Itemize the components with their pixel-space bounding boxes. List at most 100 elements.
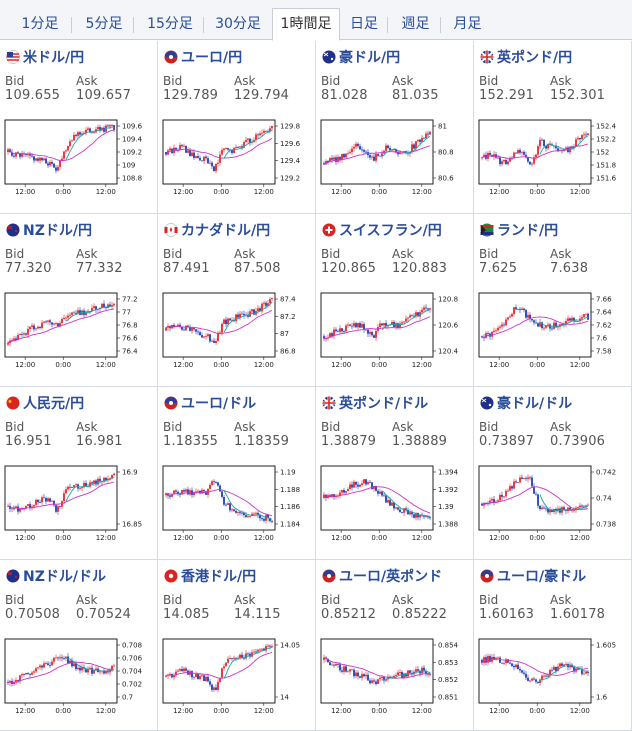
- pair-name-link[interactable]: 英ポンド/ドル: [339, 396, 429, 412]
- candle-body: [427, 133, 429, 135]
- candle-body: [367, 482, 369, 485]
- pair-name-link[interactable]: 豪ドル/ドル: [497, 396, 573, 412]
- pair-title[interactable]: 英ポンド/ドル: [321, 393, 428, 413]
- candle-body: [33, 325, 35, 330]
- mini-candlestick-chart[interactable]: 1.605 1.6 12:00 0:00 12:00: [478, 637, 628, 721]
- candle-body: [381, 676, 383, 678]
- rate-panel[interactable]: ランド/円 Bid Ask 7.625 7.638 7.66 7.64 7.62 7.…: [474, 214, 632, 387]
- rate-panel[interactable]: 人民元/円 Bid Ask 16.951 16.981 16.9 16.85 12:…: [0, 387, 158, 560]
- pair-name-link[interactable]: 人民元/円: [23, 396, 85, 412]
- candle-body: [35, 328, 37, 330]
- candle-body: [211, 340, 213, 342]
- candle-body: [249, 515, 251, 517]
- candle-body: [41, 322, 43, 328]
- pair-name-link[interactable]: カナダドル/円: [181, 223, 271, 239]
- rate-panel[interactable]: 英ポンド/ドル Bid Ask 1.38879 1.38889 1.394 1.3…: [316, 387, 474, 560]
- pair-title[interactable]: スイスフラン/円: [321, 220, 442, 240]
- rate-panel[interactable]: ユーロ/豪ドル Bid Ask 1.60163 1.60178 1.605 1.6…: [474, 560, 632, 731]
- rate-panel[interactable]: 香港ドル/円 Bid Ask 14.085 14.115 14.05 14 12:0…: [158, 560, 316, 731]
- pair-title[interactable]: NZドル/ドル: [5, 566, 106, 586]
- pair-name-link[interactable]: ユーロ/豪ドル: [497, 569, 587, 585]
- tab-4[interactable]: 30分足: [215, 16, 261, 32]
- rate-panel[interactable]: NZドル/円 Bid Ask 77.320 77.332 77.2 77 76.8 7…: [0, 214, 158, 387]
- pair-title[interactable]: カナダドル/円: [163, 220, 270, 240]
- pair-name-link[interactable]: スイスフラン/円: [339, 223, 442, 239]
- pair-title[interactable]: ユーロ/円: [163, 47, 242, 67]
- ask-label: Ask: [234, 420, 256, 434]
- pair-title[interactable]: 米ドル/円: [5, 47, 84, 67]
- rate-panel[interactable]: ユーロ/円 Bid Ask 129.789 129.794 129.8 129.6…: [158, 41, 316, 214]
- candle-body: [271, 298, 273, 300]
- tab-5[interactable]: 1時間足: [272, 8, 340, 41]
- pair-title[interactable]: 豪ドル/ドル: [479, 393, 572, 413]
- pair-title[interactable]: 豪ドル/円: [321, 47, 400, 67]
- pair-name-link[interactable]: ランド/円: [497, 223, 559, 239]
- rate-panel[interactable]: ユーロ/ドル Bid Ask 1.18355 1.18359 1.19 1.188…: [158, 387, 316, 560]
- x-tick-label: 12:00: [489, 534, 509, 542]
- pair-name-link[interactable]: ユーロ/ドル: [181, 396, 257, 412]
- pair-title[interactable]: ランド/円: [479, 220, 558, 240]
- tab-6[interactable]: 日足: [340, 9, 388, 40]
- pair-name-link[interactable]: NZドル/円: [23, 223, 92, 239]
- candle-body: [69, 314, 71, 316]
- pair-name-link[interactable]: 英ポンド/円: [497, 50, 573, 66]
- pair-title[interactable]: 香港ドル/円: [163, 566, 256, 586]
- mini-candlestick-chart[interactable]: 0.854 0.853 0.852 0.851 12:00 0:00 12:00: [320, 637, 470, 721]
- pair-name-link[interactable]: ユーロ/英ポンド: [339, 569, 443, 585]
- mini-candlestick-chart[interactable]: 14.05 14 12:00 0:00 12:00: [162, 637, 312, 721]
- mini-candlestick-chart[interactable]: 16.9 16.85 12:00 0:00 12:00: [4, 464, 154, 548]
- rate-panel[interactable]: 米ドル/円 Bid Ask 109.655 109.657 109.6 109.4…: [0, 41, 158, 214]
- mini-candlestick-chart[interactable]: 129.8 129.6 129.4 129.2 12:00 0:00 12:00: [162, 118, 312, 202]
- x-tick-label: 12:00: [173, 188, 193, 196]
- mini-candlestick-chart[interactable]: 81 80.8 80.6 12:00 0:00 12:00: [320, 118, 470, 202]
- pair-title[interactable]: ユーロ/豪ドル: [479, 566, 586, 586]
- mini-candlestick-chart[interactable]: 0.708 0.706 0.704 0.702 0.7 12:00 0:00 12:00: [4, 637, 154, 721]
- candle-body: [57, 506, 59, 512]
- pair-name-link[interactable]: 香港ドル/円: [181, 569, 257, 585]
- candle-body: [537, 494, 539, 506]
- pair-title[interactable]: ユーロ/英ポンド: [321, 566, 442, 586]
- tab-3[interactable]: 15分足: [136, 9, 204, 40]
- rate-panel[interactable]: NZドル/ドル Bid Ask 0.70508 0.70524 0.708 0.7…: [0, 560, 158, 731]
- mini-candlestick-chart[interactable]: 109.6 109.4 109.2 109 108.8 12:00 0:00 12:00: [4, 118, 154, 202]
- mini-candlestick-chart[interactable]: 7.66 7.64 7.62 7.6 7.58 12:00 0:00 12:00: [478, 291, 628, 375]
- pair-title[interactable]: 人民元/円: [5, 393, 84, 413]
- rate-panel[interactable]: カナダドル/円 Bid Ask 87.491 87.508 87.4 87.2 87…: [158, 214, 316, 387]
- mini-candlestick-chart[interactable]: 77.2 77 76.8 76.6 76.4 12:00 0:00 12:00: [4, 291, 154, 375]
- rate-panel[interactable]: 豪ドル/ドル Bid Ask 0.73897 0.73906 0.742 0.74…: [474, 387, 632, 560]
- chart-svg: 0.854 0.853 0.852 0.851 12:00 0:00 12:00: [320, 638, 459, 715]
- candle-body: [63, 151, 65, 159]
- pair-title[interactable]: 英ポンド/円: [479, 47, 572, 67]
- mini-candlestick-chart[interactable]: 120.8 120.6 120.4 12:00 0:00 12:00: [320, 291, 470, 375]
- mini-candlestick-chart[interactable]: 152.4 152.2 152 151.8 151.6 12:00 0:00 12:00: [478, 118, 628, 202]
- rate-panel[interactable]: 豪ドル/円 Bid Ask 81.028 81.035 81 80.8 80.6 12…: [316, 41, 474, 214]
- pair-name-link[interactable]: ユーロ/円: [181, 50, 243, 66]
- candle-body: [175, 671, 177, 676]
- pair-name-link[interactable]: 豪ドル/円: [339, 50, 401, 66]
- tab-1[interactable]: 1分足: [8, 9, 72, 40]
- pair-name-link[interactable]: NZドル/ドル: [23, 569, 106, 585]
- mini-candlestick-chart[interactable]: 0.742 0.74 0.738 12:00 0:00 12:00: [478, 464, 628, 548]
- candle-body: [491, 331, 493, 337]
- rate-panel[interactable]: ユーロ/英ポンド Bid Ask 0.85212 0.85222 0.854 0.…: [316, 560, 474, 731]
- candle-body: [499, 494, 501, 501]
- rate-panel[interactable]: スイスフラン/円 Bid Ask 120.865 120.883 120.8 12…: [316, 214, 474, 387]
- tab-7[interactable]: 週足: [390, 9, 441, 40]
- mini-candlestick-chart[interactable]: 1.394 1.392 1.39 1.388 12:00 0:00 12:00: [320, 464, 470, 548]
- candle-body: [513, 481, 515, 489]
- tab-2[interactable]: 5分足: [74, 9, 134, 40]
- pair-title[interactable]: ユーロ/ドル: [163, 393, 256, 413]
- rate-panel[interactable]: 英ポンド/円 Bid Ask 152.291 152.301 152.4 152.…: [474, 41, 632, 214]
- candle-body: [331, 158, 333, 160]
- tab-8[interactable]: 月足: [453, 16, 482, 32]
- candle-body: [223, 666, 225, 669]
- mini-candlestick-chart[interactable]: 1.19 1.188 1.186 1.184 12:00 0:00 12:00: [162, 464, 312, 548]
- candle-body: [269, 299, 271, 304]
- candle-body: [235, 314, 237, 322]
- pair-title[interactable]: NZドル/円: [5, 220, 92, 240]
- candle-body: [219, 332, 221, 334]
- mini-candlestick-chart[interactable]: 87.4 87.2 87 86.8 12:00 0:00 12:00: [162, 291, 312, 375]
- candle-body: [529, 161, 531, 165]
- pair-name-link[interactable]: 米ドル/円: [23, 50, 85, 66]
- candle-body: [505, 319, 507, 326]
